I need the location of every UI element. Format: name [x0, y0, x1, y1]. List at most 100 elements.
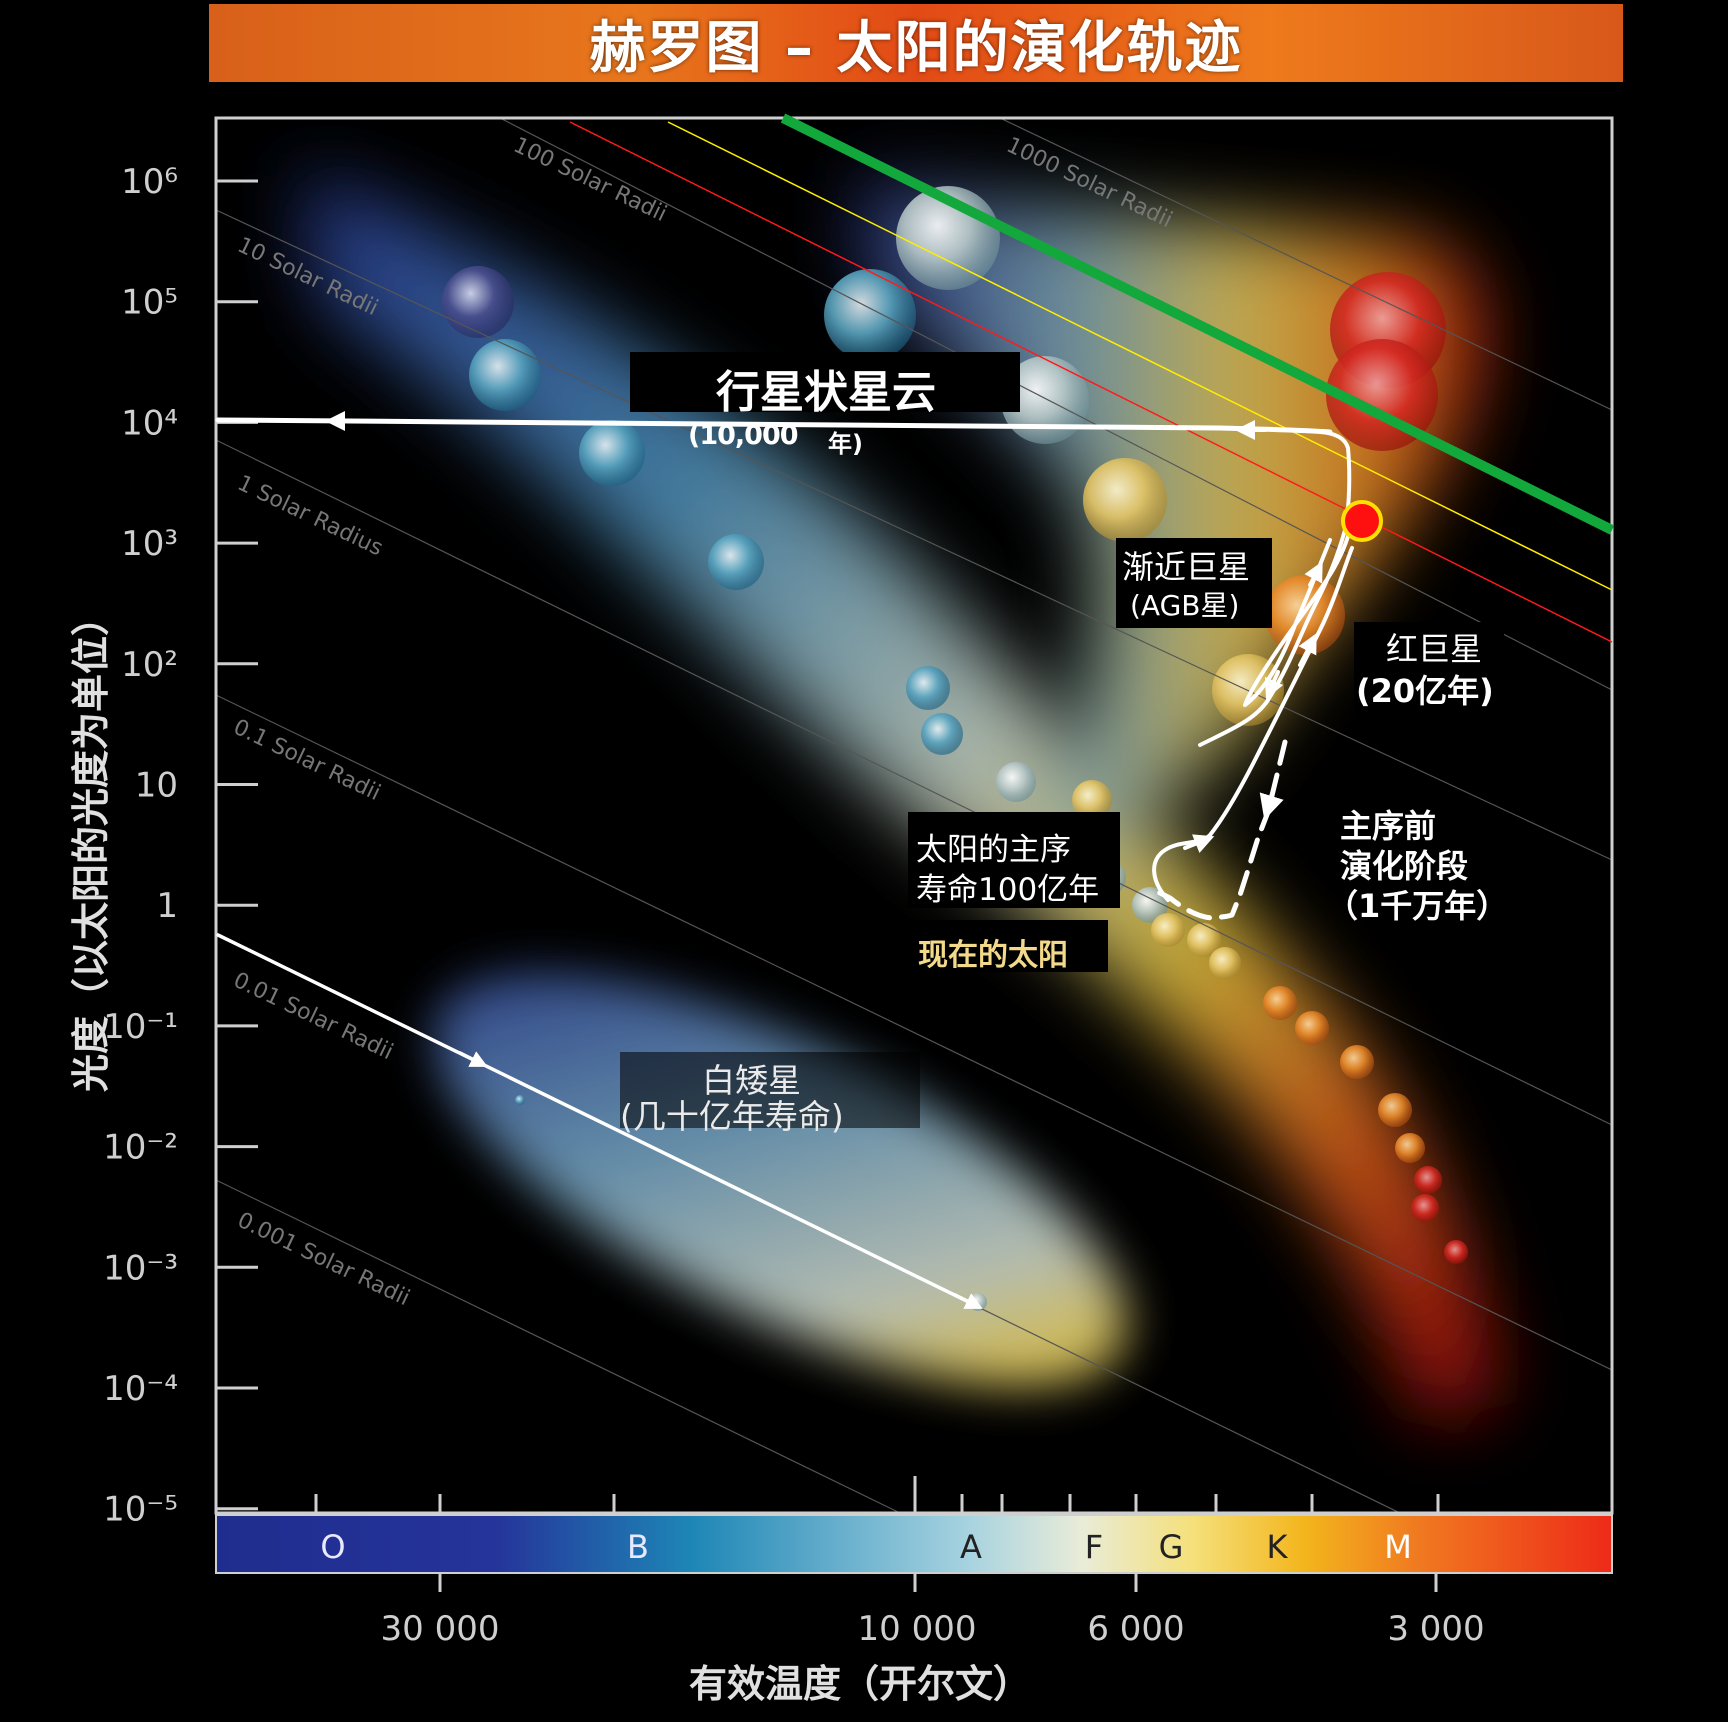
track-arrow-wd-2 [953, 1293, 983, 1309]
dashed-track-arrow [1259, 792, 1284, 820]
x-tick-3000: 3 000 [1387, 1609, 1484, 1649]
radius-line-1000 [999, 117, 1613, 411]
spectral-class-m: M [1384, 1528, 1412, 1566]
white-dwarf-band [433, 973, 1127, 1387]
radius-line-100 [499, 117, 1613, 691]
y-tick-label: 10³ [121, 524, 178, 564]
star-sphere [579, 420, 645, 486]
y-tick-label: 1 [156, 886, 178, 926]
star-sphere [1132, 887, 1168, 923]
agb-label-line2: (AGB星) [1130, 589, 1240, 622]
pre-main-sequence-line1: 主序前 [1340, 807, 1437, 845]
agb-label-box: 渐近巨星 (AGB星) [1116, 538, 1272, 628]
red-giant-label-line2: (20亿年) [1356, 672, 1494, 710]
limit-line-green [780, 113, 1615, 535]
x-axis-minor-ticks [314, 1476, 1440, 1513]
red-giant-label-box: 红巨星 (20亿年) [1354, 622, 1504, 714]
track-arrow-agb [1304, 561, 1323, 587]
pre-main-sequence-line3: （1千万年） [1326, 887, 1509, 925]
y-tick-label: 10⁻² [103, 1128, 178, 1168]
main-sequence-to-red-giant-track [1152, 546, 1354, 902]
limit-line-yellow [667, 121, 1613, 591]
white-dwarf-label-box: 白矮星 (几十亿年寿命) [620, 1052, 920, 1136]
x-axis-major-ticks [438, 1573, 1438, 1592]
star-sphere [1326, 339, 1438, 451]
track-arrow-red-giant [1298, 633, 1317, 667]
star-sphere [442, 266, 514, 338]
radius-line-0.1 [215, 694, 1613, 1371]
spectral-class-b: B [627, 1528, 649, 1566]
current-sun-label: 现在的太阳 [918, 938, 1068, 973]
radius-line-10 [215, 209, 1613, 861]
white-dwarf-label-line1: 白矮星 [702, 1061, 801, 1100]
y-axis-label: 光度（以太阳的光度为单位） [69, 598, 113, 1092]
planetary-nebula-label-box: 行星状星云 [630, 352, 1020, 418]
main-sequence-label-line1: 太阳的主序 [916, 832, 1071, 868]
spectral-class-g: G [1159, 1528, 1184, 1566]
agb-label-line1: 渐近巨星 [1122, 548, 1251, 586]
x-tick-30000: 30 000 [381, 1609, 500, 1649]
star-sphere [1444, 1240, 1468, 1264]
star-sphere [1378, 1093, 1412, 1127]
planetary-nebula-time-unit: 年) [828, 430, 863, 458]
radius-label-100: 100 Solar Radii [509, 133, 670, 227]
star-sphere [1265, 575, 1345, 655]
star-sphere [469, 339, 541, 411]
x-axis-tick-labels: 30 000 10 000 6 000 3 000 [381, 1609, 1485, 1649]
track-arrow-sun-loop [1183, 834, 1215, 853]
spectral-class-labels: O B A F G K M [320, 1528, 1411, 1566]
y-tick-label: 10 [135, 766, 178, 806]
star-sphere [1263, 986, 1297, 1020]
star-sphere [1187, 923, 1221, 957]
radius-line-1 [215, 439, 1613, 1126]
star-sphere [906, 666, 950, 710]
radius-label-0.001: 0.001 Solar Radii [233, 1208, 413, 1311]
y-tick-label: 10⁻³ [103, 1248, 178, 1288]
track-arrow-down [1264, 670, 1284, 700]
star-sphere [1083, 458, 1167, 542]
y-tick-label: 10⁻⁴ [103, 1369, 178, 1409]
star-sphere [1414, 1166, 1442, 1194]
main-sequence-label-box: 太阳的主序 寿命100亿年 [908, 812, 1120, 908]
page-title: 赫罗图 – 太阳的演化轨迹 [589, 15, 1243, 81]
sun-evolution-track [215, 411, 1354, 1309]
planetary-nebula-label: 行星状星云 [716, 367, 936, 418]
spectral-class-o: O [320, 1528, 345, 1566]
spectral-class-f: F [1085, 1528, 1103, 1566]
x-tick-10000: 10 000 [858, 1609, 977, 1649]
pre-main-sequence-line2: 演化阶段 [1340, 847, 1469, 885]
star-sphere [996, 762, 1036, 802]
spectral-class-k: K [1267, 1528, 1289, 1566]
star-sphere [708, 534, 764, 590]
sun-position-marker [1341, 500, 1383, 542]
spectral-class-a: A [960, 1528, 982, 1566]
y-axis-tick-labels: 10⁶ 10⁵ 10⁴ 10³ 10² 10 1 10⁻¹ 10⁻² 10⁻³ 10⁻⁴ 10⁻⁵ [103, 162, 178, 1530]
radius-label-1: 1 Solar Radius [233, 471, 386, 562]
star-sphere [1340, 1045, 1374, 1079]
red-giant-label-line1: 红巨星 [1386, 630, 1483, 668]
white-dwarf-cooling-track [216, 933, 977, 1307]
main-sequence-label-line2: 寿命100亿年 [916, 872, 1100, 908]
current-sun-label-box: 现在的太阳 [908, 920, 1108, 973]
star-sphere [1411, 1194, 1439, 1222]
star-sphere [1295, 1011, 1329, 1045]
y-tick-label: 10⁶ [121, 162, 178, 202]
star-sphere [1001, 356, 1089, 444]
planetary-nebula-time-value: (10,000 [688, 420, 799, 451]
white-dwarf-label-line2: (几十亿年寿命) [620, 1097, 844, 1136]
star-sphere [1151, 913, 1185, 947]
y-tick-label: 10² [121, 645, 178, 685]
star-sphere [515, 1095, 525, 1105]
x-tick-6000: 6 000 [1087, 1609, 1184, 1649]
y-tick-label: 10⁻⁵ [103, 1490, 178, 1530]
star-sphere [921, 713, 963, 755]
pre-main-sequence-label: 主序前 演化阶段 （1千万年） [1326, 806, 1508, 926]
star-sphere [1395, 1133, 1425, 1163]
radius-line-0.001 [215, 1179, 901, 1514]
y-tick-label: 10⁵ [121, 283, 178, 323]
star-sphere [824, 269, 916, 361]
y-tick-label: 10⁻¹ [103, 1007, 178, 1047]
radius-label-0.1: 0.1 Solar Radii [229, 715, 384, 806]
limit-line-red [569, 121, 1613, 643]
